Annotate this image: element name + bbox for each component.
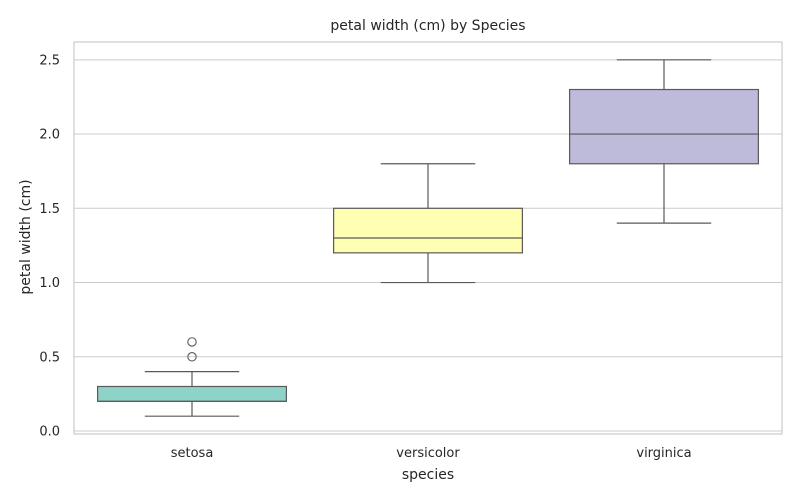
- box-virginica: [568, 59, 759, 224]
- plot-frame: [73, 41, 783, 435]
- y-tick-label: 2.0: [39, 128, 60, 143]
- iqr-box: [568, 88, 759, 165]
- y-tick-label: 0.5: [39, 350, 60, 365]
- y-axis-label: petal width (cm): [18, 179, 34, 294]
- iqr-box: [96, 385, 288, 402]
- x-tick-label-versicolor: versicolor: [396, 446, 460, 461]
- y-tick-label: 0.0: [39, 425, 60, 440]
- x-axis-label: species: [402, 467, 454, 483]
- box-layer: [96, 59, 759, 417]
- outlier-point: [187, 352, 197, 362]
- chart-title: petal width (cm) by Species: [330, 18, 525, 34]
- box-versicolor: [333, 163, 524, 284]
- outlier-point: [187, 337, 197, 347]
- box-setosa: [96, 337, 288, 417]
- iqr-box: [333, 207, 524, 254]
- x-tick-label-virginica: virginica: [636, 446, 691, 461]
- x-tick-label-setosa: setosa: [171, 446, 214, 461]
- y-tick-label: 1.5: [39, 202, 60, 217]
- y-tick-label: 2.5: [39, 53, 60, 68]
- tick-layer: 0.0 0.5 1.0 1.5 2.0 2.5 setosa versicolor virgin…: [39, 53, 691, 461]
- y-tick-label: 1.0: [39, 276, 60, 291]
